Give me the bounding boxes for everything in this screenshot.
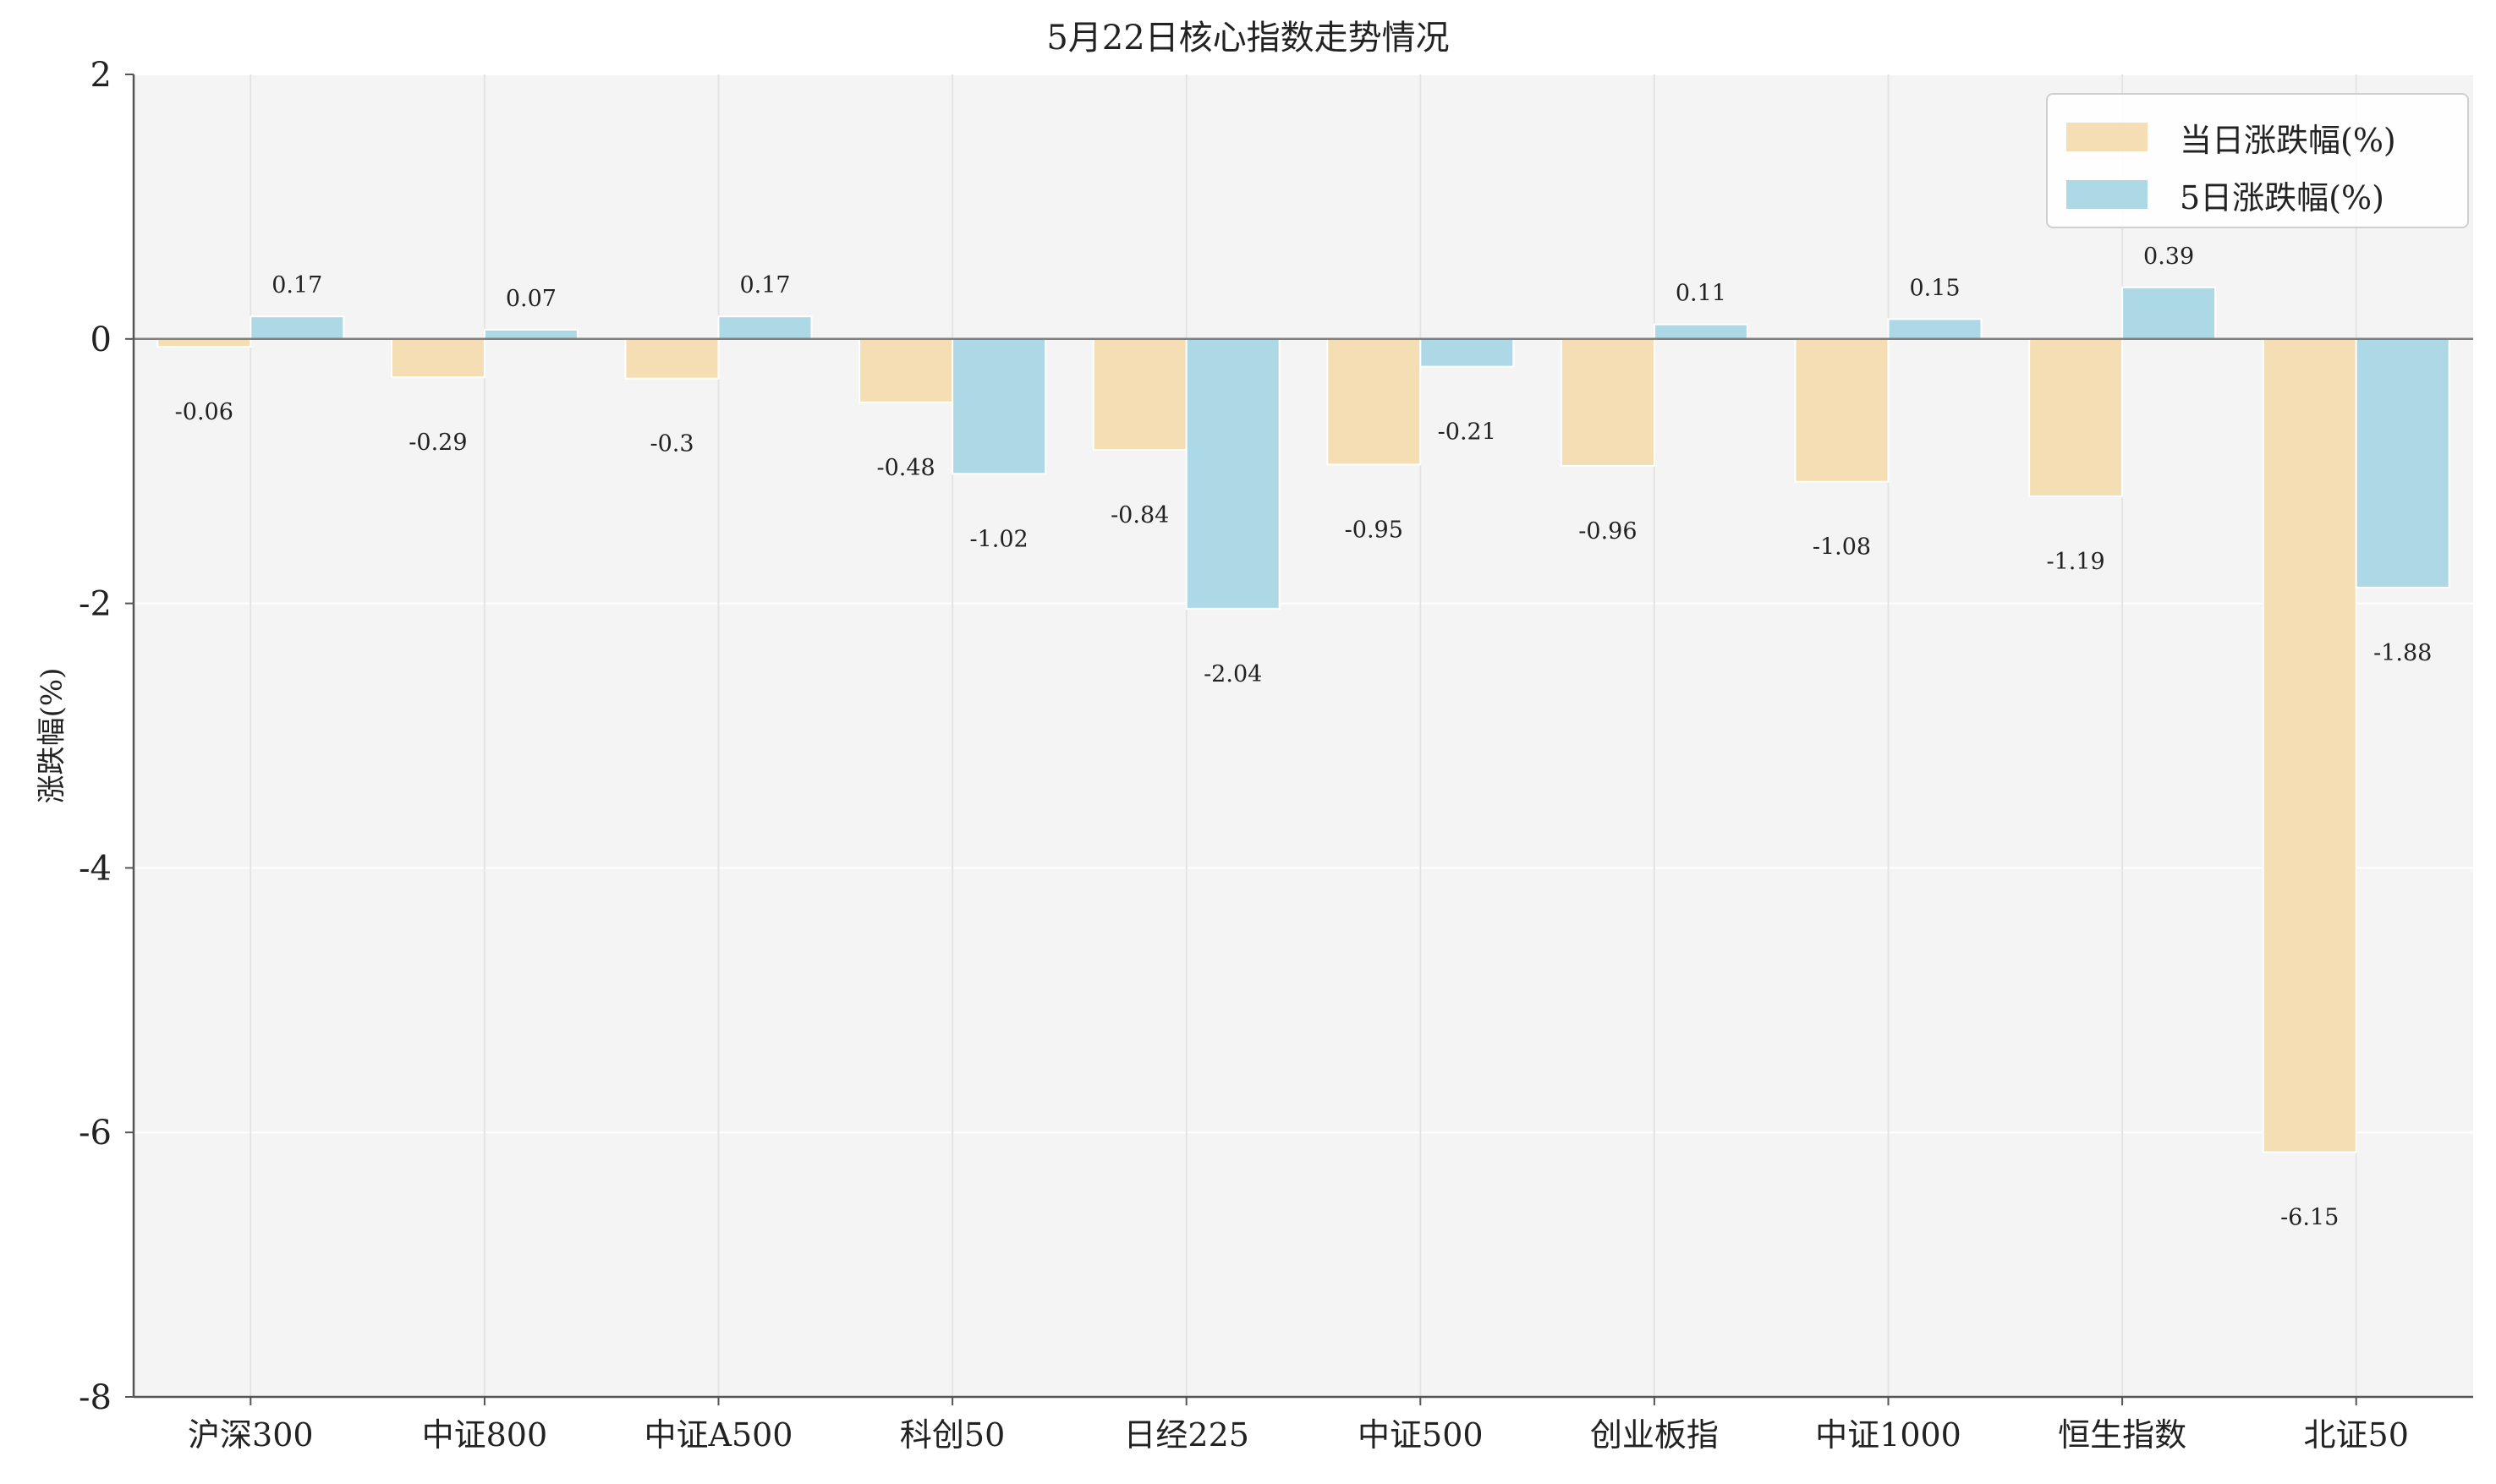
- legend-swatch-5day: [2066, 180, 2148, 209]
- x-tick-label: 北证50: [2304, 1416, 2409, 1454]
- bar-5day: [1887, 318, 1983, 340]
- data-label-daily: -0.29: [409, 430, 467, 456]
- y-tick-label: -4: [79, 849, 112, 888]
- bar-5day: [1653, 323, 1748, 340]
- data-label-5day: -0.21: [1438, 419, 1496, 446]
- x-tick-label: 沪深300: [188, 1416, 314, 1454]
- bar-daily: [1794, 337, 1890, 483]
- data-label-5day: 0.17: [739, 272, 790, 298]
- data-label-daily: -0.95: [1345, 517, 1403, 543]
- x-tick-label: 中证800: [422, 1416, 548, 1454]
- data-label-daily: -0.96: [1578, 518, 1637, 545]
- bar-daily: [390, 337, 485, 379]
- data-label-daily: -1.08: [1813, 534, 1871, 561]
- plot-background: [134, 74, 2473, 1397]
- bar-5day: [250, 315, 345, 340]
- data-label-daily: -6.15: [2280, 1205, 2339, 1231]
- data-label-5day: -2.04: [1204, 661, 1262, 687]
- legend: 当日涨跌幅(%) 5日涨跌幅(%): [2046, 93, 2469, 228]
- data-label-5day: 0.39: [2143, 244, 2194, 270]
- bar-5day: [1419, 337, 1515, 368]
- data-label-5day: 0.11: [1676, 281, 1726, 307]
- y-axis-label: 涨跌幅(%): [35, 667, 69, 804]
- data-label-daily: -0.48: [876, 455, 935, 481]
- data-label-5day: 0.17: [272, 272, 322, 298]
- data-label-5day: 0.15: [1909, 275, 1960, 301]
- x-tick-label: 日经225: [1123, 1416, 1249, 1454]
- bar-daily: [859, 337, 954, 403]
- bar-daily: [156, 337, 252, 348]
- y-tick-label: 0: [91, 320, 112, 359]
- bar-daily: [624, 337, 720, 380]
- data-label-5day: -1.02: [969, 526, 1028, 552]
- bar-5day: [717, 315, 813, 340]
- legend-label-daily: 当日涨跌幅(%): [2180, 121, 2396, 159]
- legend-item-daily: 当日涨跌幅(%): [2066, 112, 2396, 162]
- y-tick-label: -2: [79, 585, 112, 624]
- data-label-5day: -1.88: [2373, 640, 2432, 666]
- data-label-daily: -0.3: [650, 431, 694, 457]
- bar-daily: [1326, 337, 1422, 466]
- x-tick-label: 中证500: [1358, 1416, 1484, 1454]
- bar-5day: [483, 328, 579, 340]
- data-label-daily: -1.19: [2046, 549, 2104, 575]
- x-tick-label: 恒生指数: [2058, 1416, 2186, 1454]
- legend-swatch-daily: [2066, 123, 2148, 151]
- x-tick-label: 创业板指: [1590, 1416, 1719, 1454]
- bar-daily: [1560, 337, 1655, 467]
- chart-title: 5月22日核心指数走势情况: [1046, 19, 1450, 57]
- bar-daily: [2028, 337, 2124, 497]
- data-label-5day: 0.07: [506, 286, 557, 312]
- legend-label-5day: 5日涨跌幅(%): [2180, 178, 2384, 216]
- bar-5day: [952, 337, 1047, 475]
- bar-daily: [1092, 337, 1188, 452]
- bar-daily: [2262, 337, 2357, 1153]
- bar-5day: [2355, 337, 2450, 589]
- y-tick-label: -8: [79, 1378, 112, 1417]
- x-tick-label: 中证A500: [645, 1416, 793, 1454]
- y-tick-label: 2: [91, 56, 112, 95]
- data-label-daily: -0.84: [1111, 502, 1169, 528]
- x-tick-label: 中证1000: [1815, 1416, 1961, 1454]
- bar-5day: [1185, 337, 1281, 610]
- legend-item-5day: 5日涨跌幅(%): [2066, 169, 2384, 220]
- x-tick-label: 科创50: [900, 1416, 1005, 1454]
- bar-5day: [2121, 286, 2217, 340]
- data-label-daily: -0.06: [175, 399, 233, 425]
- y-tick-label: -6: [79, 1114, 112, 1153]
